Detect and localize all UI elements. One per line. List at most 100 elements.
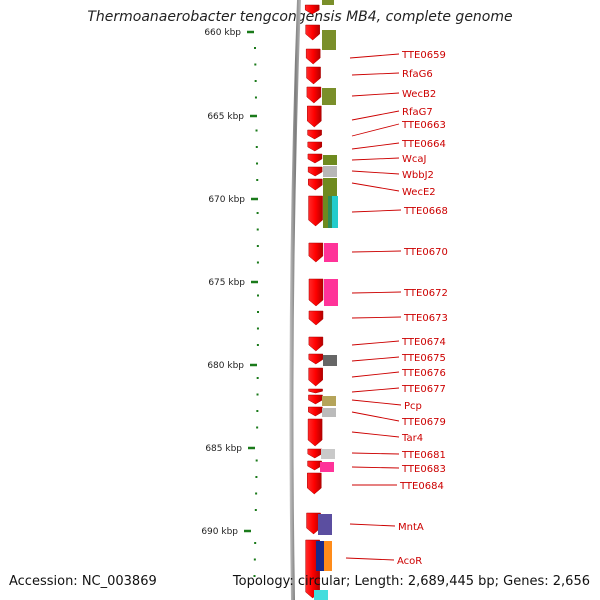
- cog-category-block: [320, 462, 334, 472]
- cog-category-block: [321, 449, 335, 459]
- cog-category-block: [324, 243, 338, 262]
- gene-leader-line: [351, 356, 400, 362]
- gene-label: TTE0683: [401, 464, 446, 475]
- cog-category-block: [323, 166, 337, 177]
- gene-leader-line: [351, 431, 400, 438]
- gene-arrow: [307, 472, 322, 495]
- gene-arrow: [307, 460, 322, 471]
- gene-label: MntA: [398, 522, 424, 533]
- gene-label: AcoR: [397, 556, 422, 567]
- gene-label: TTE0681: [401, 450, 446, 461]
- gene-leader-line: [351, 250, 402, 253]
- gene-leader-line: [351, 340, 400, 346]
- cog-category-block: [324, 279, 338, 306]
- gene-arrow: [307, 141, 323, 152]
- gene-arrow: [308, 310, 324, 326]
- gene-arrow: [308, 394, 323, 405]
- gene-label: TTE0672: [403, 288, 448, 299]
- cog-category-block: [322, 30, 336, 50]
- gene-leader-line: [351, 291, 402, 294]
- gene-arrow: [305, 24, 320, 41]
- gene-arrow: [304, 4, 320, 15]
- gene-arrow: [307, 418, 323, 447]
- gene-label: TTE0668: [403, 206, 448, 217]
- gene-label: WbbJ2: [402, 170, 434, 181]
- cog-category-block: [324, 541, 332, 571]
- gene-arrow: [308, 195, 323, 227]
- axis-tick-label: 670 kbp: [208, 195, 245, 205]
- gene-arrow: [308, 367, 323, 387]
- gene-leader-line: [351, 72, 400, 76]
- gene-label: TTE0676: [401, 368, 446, 379]
- gene-arrow: [306, 512, 321, 535]
- gene-leader-line: [351, 157, 400, 161]
- gene-leader-line: [351, 452, 400, 455]
- gene-arrow: [308, 242, 324, 263]
- cog-category-block: [318, 514, 332, 535]
- gene-label: RfaG7: [402, 107, 433, 118]
- gene-label: TTE0674: [401, 337, 446, 348]
- gene-arrow: [308, 336, 324, 352]
- gene-leader-line: [349, 53, 400, 59]
- gene-leader-line: [351, 209, 402, 213]
- gene-leader-line: [351, 123, 400, 137]
- gene-arrow: [307, 153, 323, 164]
- gene-arrow: [308, 353, 324, 365]
- axis-tick-label: 690 kbp: [201, 527, 238, 537]
- genome-summary-text: Topology: circular; Length: 2,689,445 bp…: [232, 574, 590, 589]
- gene-arrow: [307, 166, 323, 177]
- gene-label: TTE0677: [401, 384, 446, 395]
- gene-leader-line: [349, 523, 396, 527]
- cog-category-block: [322, 88, 336, 105]
- cog-category-block: [322, 408, 336, 417]
- gene-leader-line: [351, 92, 400, 97]
- gene-arrow: [308, 406, 323, 417]
- cog-category-block: [328, 196, 332, 228]
- gene-label: WcaJ: [402, 154, 426, 165]
- axis-tick-label: 680 kbp: [207, 361, 244, 371]
- cog-category-block: [322, 396, 336, 406]
- cog-category-block: [316, 541, 324, 571]
- gene-leader-line: [351, 182, 400, 192]
- cog-category-block: [314, 590, 328, 600]
- gene-leader-line: [351, 170, 400, 175]
- gene-label: WecB2: [402, 89, 436, 100]
- gene-arrow: [307, 105, 322, 128]
- backbone-bar: [289, 0, 301, 600]
- gene-arrow: [308, 388, 323, 394]
- cog-category-block: [323, 196, 328, 228]
- gene-arrow: [307, 129, 322, 140]
- gene-label: TTE0675: [401, 353, 446, 364]
- gene-label: Pcp: [404, 401, 422, 412]
- gene-arrow: [308, 178, 323, 191]
- gene-leader-line: [345, 557, 395, 561]
- gene-label: TTE0664: [401, 139, 446, 150]
- gene-label: WecE2: [402, 187, 436, 198]
- gene-label: Tar4: [401, 433, 423, 444]
- axis-tick-label: 685 kbp: [205, 444, 242, 454]
- gene-arrow: [306, 86, 322, 104]
- gene-arrow: [306, 66, 321, 85]
- gene-label: TTE0670: [403, 247, 448, 258]
- gene-label: TTE0679: [401, 417, 446, 428]
- gene-leader-line: [351, 142, 400, 150]
- axis-tick-label: 665 kbp: [207, 112, 244, 122]
- gene-leader-line: [351, 399, 402, 406]
- gene-label: RfaG6: [402, 69, 433, 80]
- cog-category-block: [323, 355, 337, 366]
- gene-arrow: [308, 278, 324, 307]
- gene-leader-line: [351, 387, 400, 393]
- cog-category-block: [323, 155, 337, 165]
- gene-leader-line: [351, 466, 400, 469]
- gene-label: TTE0659: [401, 50, 446, 61]
- axis-tick-label: 675 kbp: [208, 278, 245, 288]
- axis-tick-label: 660 kbp: [204, 28, 241, 38]
- gene-leader-line: [351, 371, 400, 378]
- gene-arrow: [307, 448, 323, 459]
- accession-text: Accession: NC_003869: [9, 574, 157, 589]
- cog-category-block: [323, 178, 337, 196]
- cog-category-block: [322, 0, 334, 5]
- gene-label: TTE0673: [403, 313, 448, 324]
- gene-label: TTE0684: [399, 481, 444, 492]
